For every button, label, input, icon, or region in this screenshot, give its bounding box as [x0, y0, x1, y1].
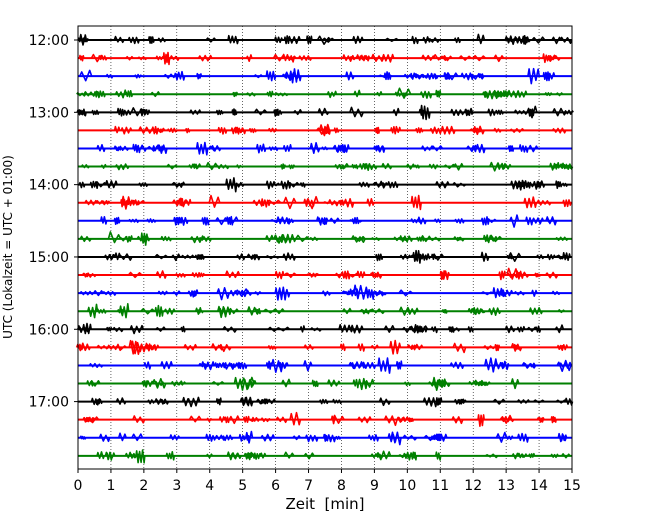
x-tick-label-4: 4: [205, 478, 214, 494]
trace-signal: [90, 396, 574, 408]
x-tick-label-2: 2: [139, 478, 148, 494]
trace-9: [78, 194, 572, 211]
x-tick-label-1: 1: [106, 478, 115, 494]
trace-13: [78, 267, 572, 281]
x-tick-label-0: 0: [74, 478, 83, 494]
trace-signal: [77, 322, 565, 335]
x-axis-ticks: 0 1 2 3 4 5 6 7 8 9 10 11 12 13 14 15: [74, 469, 581, 494]
x-tick-label-12: 12: [464, 478, 482, 494]
trace-7: [78, 161, 574, 172]
plot-background: [78, 26, 572, 469]
x-tick-label-8: 8: [337, 478, 346, 494]
trace-14: [78, 284, 572, 301]
x-tick-label-13: 13: [497, 478, 515, 494]
trace-2: [78, 67, 572, 85]
trace-12: [78, 249, 572, 264]
trace-signal: [79, 284, 561, 301]
trace-1: [78, 51, 572, 66]
x-tick-label-10: 10: [398, 478, 416, 494]
trace-signal: [78, 67, 556, 85]
x-axis-label: Zeit [min]: [285, 495, 364, 513]
trace-signal: [78, 51, 561, 66]
x-tick-label-7: 7: [304, 478, 313, 494]
trace-20: [78, 396, 574, 408]
trace-19: [78, 376, 572, 391]
y-axis-label: UTC (Lokalzeit = UTC + 01:00): [1, 155, 15, 339]
x-tick-label-6: 6: [271, 478, 280, 494]
trace-4: [76, 104, 574, 121]
x-tick-label-11: 11: [431, 478, 449, 494]
grid-lines: [110, 26, 540, 469]
x-tick-label-3: 3: [172, 478, 181, 494]
trace-signal: [79, 231, 569, 246]
trace-signal: [82, 411, 557, 427]
trace-signal: [113, 123, 567, 137]
trace-signal: [78, 177, 568, 193]
trace-3: [76, 87, 572, 100]
y-tick-label-14:00: 14:00: [29, 178, 69, 194]
trace-signal: [75, 339, 569, 355]
trace-signal: [86, 376, 520, 391]
trace-signal: [88, 357, 572, 374]
x-tick-label-15: 15: [563, 478, 581, 494]
trace-21: [78, 411, 572, 427]
trace-16: [77, 322, 572, 335]
plot-frame: [77, 25, 573, 470]
trace-signal: [81, 267, 559, 281]
trace-5: [78, 123, 572, 137]
trace-22: [78, 430, 572, 446]
trace-signal: [96, 449, 571, 464]
trace-signal: [76, 87, 564, 100]
trace-signal: [87, 303, 566, 319]
x-tick-label-5: 5: [238, 478, 247, 494]
trace-17: [75, 339, 572, 355]
seismic-traces: [75, 33, 574, 464]
y-tick-label-15:00: 15:00: [29, 250, 69, 266]
trace-signal: [79, 430, 568, 446]
trace-0: [77, 33, 573, 46]
y-tick-label-13:00: 13:00: [29, 105, 69, 121]
trace-signal: [100, 214, 558, 228]
y-tick-label-12:00: 12:00: [29, 33, 69, 49]
trace-10: [78, 214, 572, 228]
x-tick-label-14: 14: [530, 478, 548, 494]
trace-23: [78, 449, 572, 464]
x-tick-label-9: 9: [370, 478, 379, 494]
trace-8: [78, 177, 572, 193]
trace-6: [78, 141, 572, 156]
trace-11: [78, 231, 572, 246]
y-axis-ticks: 12:00 13:00 14:00 15:00 16:00 17:00: [29, 33, 78, 411]
y-tick-label-16:00: 16:00: [29, 322, 69, 338]
trace-signal: [96, 141, 539, 156]
y-tick-label-17:00: 17:00: [29, 395, 69, 411]
trace-signal: [84, 194, 572, 211]
trace-18: [78, 357, 572, 374]
trace-signal: [103, 249, 571, 264]
trace-signal: [76, 104, 574, 121]
trace-signal: [80, 161, 574, 172]
trace-signal: [77, 33, 573, 46]
trace-15: [78, 303, 572, 319]
